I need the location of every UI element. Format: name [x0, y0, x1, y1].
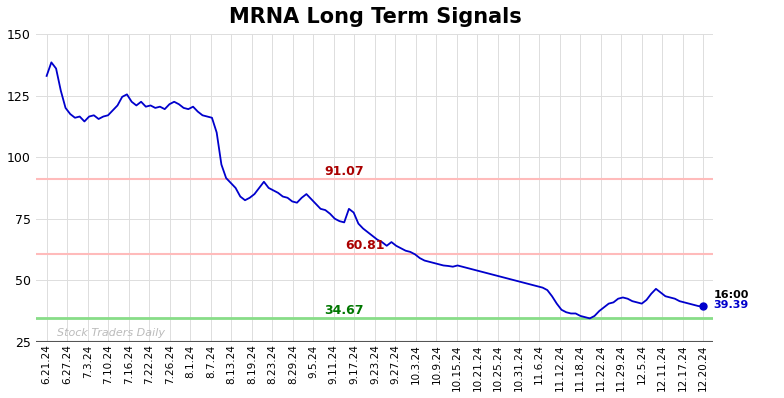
Text: 91.07: 91.07 — [325, 165, 364, 178]
Text: 16:00: 16:00 — [713, 290, 749, 300]
Text: 39.39: 39.39 — [713, 300, 749, 310]
Text: Stock Traders Daily: Stock Traders Daily — [57, 328, 165, 338]
Text: 34.67: 34.67 — [325, 304, 364, 316]
Text: 60.81: 60.81 — [345, 239, 384, 252]
Title: MRNA Long Term Signals: MRNA Long Term Signals — [228, 7, 521, 27]
